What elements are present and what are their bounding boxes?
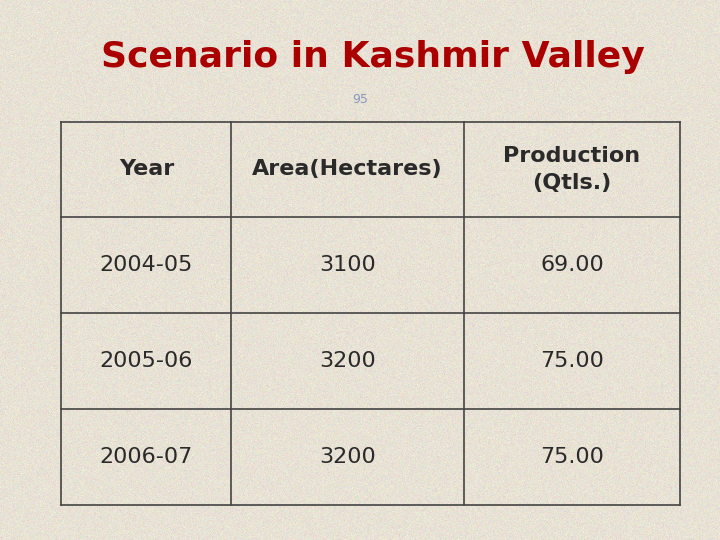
Text: Area(Hectares): Area(Hectares) — [252, 159, 443, 179]
Text: Scenario in Kashmir Valley: Scenario in Kashmir Valley — [101, 40, 644, 73]
Text: 3100: 3100 — [319, 255, 376, 275]
Text: 2006-07: 2006-07 — [99, 447, 193, 467]
Text: 2004-05: 2004-05 — [99, 255, 193, 275]
Text: 2005-06: 2005-06 — [99, 351, 193, 371]
Text: 95: 95 — [352, 93, 368, 106]
Text: 3200: 3200 — [319, 351, 376, 371]
Text: 75.00: 75.00 — [540, 351, 604, 371]
Text: 3200: 3200 — [319, 447, 376, 467]
Text: Year: Year — [119, 159, 174, 179]
Text: Production
(Qtls.): Production (Qtls.) — [503, 146, 641, 193]
Text: 69.00: 69.00 — [540, 255, 604, 275]
Text: 75.00: 75.00 — [540, 447, 604, 467]
